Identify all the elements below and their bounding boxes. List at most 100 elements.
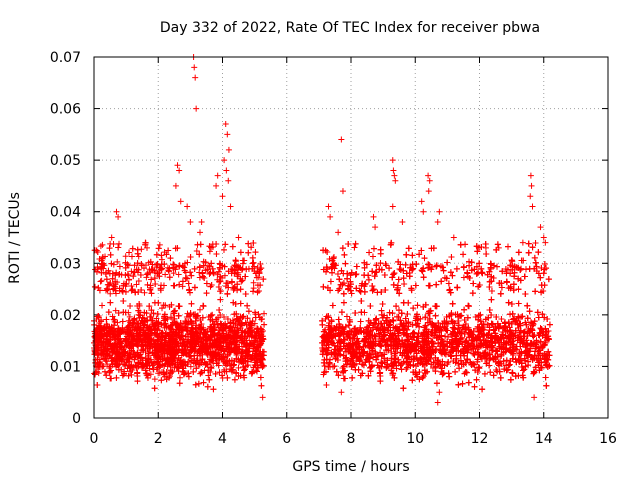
data-point: [120, 298, 127, 305]
data-point: [258, 382, 265, 389]
data-point: [166, 274, 173, 281]
data-point: [203, 290, 210, 297]
data-point: [237, 249, 244, 256]
data-point: [122, 253, 129, 260]
data-point: [232, 257, 239, 264]
data-point: [160, 282, 167, 289]
data-point: [179, 278, 186, 285]
data-point: [239, 257, 246, 264]
data-point: [97, 243, 104, 250]
data-point: [116, 263, 123, 270]
data-point: [238, 278, 245, 285]
data-point: [224, 374, 231, 381]
data-point: [203, 280, 210, 287]
data-point: [245, 265, 252, 272]
data-point: [106, 270, 113, 277]
data-point: [188, 300, 195, 307]
data-point: [135, 253, 142, 260]
data-point: [94, 381, 101, 388]
data-point: [242, 291, 249, 298]
data-point: [135, 278, 142, 285]
data-point: [252, 249, 259, 256]
data-point: [197, 241, 204, 248]
data-point: [196, 263, 203, 270]
data-point: [154, 311, 161, 318]
data-point: [152, 280, 159, 287]
data-point: [99, 241, 106, 248]
data-point: [112, 307, 119, 314]
data-point: [186, 286, 193, 293]
data-point: [155, 245, 162, 252]
data-point: [197, 306, 204, 313]
data-point: [170, 270, 177, 277]
data-point: [229, 243, 236, 250]
data-point: [185, 280, 192, 287]
data-point: [235, 364, 242, 371]
data-point: [115, 244, 122, 251]
data-point: [245, 240, 252, 247]
data-point: [210, 270, 217, 277]
data-point: [98, 277, 105, 284]
data-point: [107, 299, 114, 306]
data-point: [105, 309, 112, 316]
data-point: [148, 290, 155, 297]
data-point: [190, 368, 197, 375]
data-point: [129, 245, 136, 252]
data-point: [114, 319, 121, 326]
data-point: [257, 374, 264, 381]
data-point: [126, 313, 133, 320]
data-point: [200, 379, 207, 386]
data-point: [177, 374, 184, 381]
data-point: [250, 279, 257, 286]
data-point: [113, 374, 120, 381]
data-point: [191, 265, 198, 272]
data-point: [134, 378, 141, 385]
data-point: [103, 316, 110, 323]
data-point: [104, 361, 111, 368]
data-point: [106, 245, 113, 252]
chart-title: Day 332 of 2022, Rate Of TEC Index for r…: [160, 20, 540, 36]
data-point: [188, 272, 195, 279]
data-point: [91, 283, 98, 290]
data-point: [254, 289, 261, 296]
data-point: [193, 247, 200, 254]
data-point: [191, 284, 198, 291]
data-point: [250, 259, 257, 266]
data-point: [110, 240, 117, 247]
data-point: [244, 302, 251, 309]
data-point: [107, 251, 114, 258]
data-point: [206, 376, 213, 383]
data-point: [245, 249, 252, 256]
data-point: [200, 302, 207, 309]
data-point: [187, 253, 194, 260]
data-point: [175, 271, 182, 278]
data-point: [216, 307, 223, 314]
data-point: [127, 302, 134, 309]
data-point: [101, 368, 108, 375]
data-point: [158, 377, 165, 384]
data-point: [175, 303, 182, 310]
data-point: [158, 252, 165, 259]
data-point: [229, 279, 236, 286]
data-point: [213, 241, 220, 248]
data-point: [182, 274, 189, 281]
grid-lines: [94, 57, 608, 418]
data-point: [97, 278, 104, 285]
data-point: [125, 262, 132, 269]
data-point: [187, 269, 194, 276]
data-point: [162, 271, 169, 278]
data-point: [224, 290, 231, 297]
data-point: [250, 285, 257, 292]
data-point: [215, 268, 222, 275]
data-point: [103, 276, 110, 283]
data-point: [115, 240, 122, 247]
data-point: [220, 246, 227, 253]
data-point: [151, 385, 158, 392]
data-point: [126, 249, 133, 256]
data-point: [128, 253, 135, 260]
data-point: [210, 386, 217, 393]
data-point: [250, 288, 257, 295]
data-point: [252, 314, 259, 321]
data-point: [213, 251, 220, 258]
